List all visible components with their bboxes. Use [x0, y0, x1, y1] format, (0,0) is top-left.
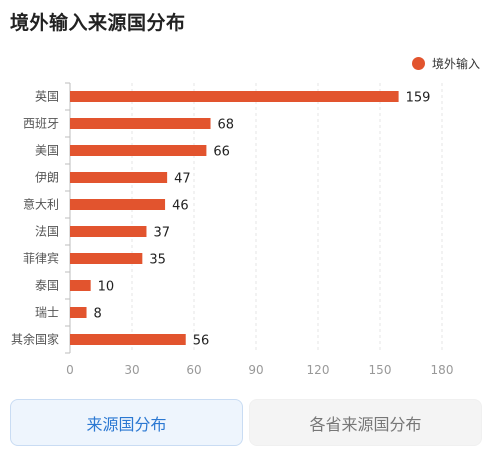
bar — [70, 226, 147, 237]
bar — [70, 280, 91, 291]
bar — [70, 145, 207, 156]
data-label: 159 — [406, 91, 431, 106]
bar — [70, 199, 166, 210]
x-tick-label: 150 — [369, 363, 392, 377]
data-label: 56 — [193, 334, 210, 349]
bar — [70, 118, 211, 129]
bar — [70, 307, 87, 318]
category-label: 美国 — [35, 144, 59, 158]
data-label: 10 — [98, 280, 115, 295]
data-label: 35 — [149, 253, 166, 268]
x-tick-label: 90 — [248, 363, 263, 377]
bar — [70, 172, 168, 183]
category-label: 泰国 — [35, 279, 59, 293]
data-label: 68 — [218, 118, 235, 133]
bar-chart: 0 30 60 90 120 150 180 英国 159 西班牙 68 美国 66 伊朗 47 意大利 46 法… — [11, 82, 454, 377]
bar — [70, 91, 399, 102]
x-tick-label: 120 — [307, 363, 330, 377]
tab-bar: 来源国分布 各省来源国分布 — [10, 399, 482, 448]
category-label: 瑞士 — [35, 306, 59, 320]
tab-province-origin[interactable]: 各省来源国分布 — [249, 399, 482, 446]
category-label: 伊朗 — [35, 171, 59, 185]
chart-legend: 境外输入 — [411, 55, 480, 72]
x-tick-label: 30 — [124, 363, 139, 377]
category-label: 菲律宾 — [23, 251, 59, 266]
category-label: 意大利 — [23, 197, 59, 212]
data-label: 47 — [174, 172, 191, 187]
x-tick-label: 0 — [66, 363, 74, 377]
category-label: 其余国家 — [11, 332, 59, 347]
category-label: 西班牙 — [23, 117, 59, 131]
data-label: 46 — [172, 199, 189, 214]
bar — [70, 334, 186, 345]
tab-origin-country[interactable]: 来源国分布 — [10, 399, 243, 446]
data-label: 66 — [213, 145, 230, 160]
category-label: 法国 — [35, 225, 59, 239]
data-label: 8 — [94, 307, 102, 322]
legend-label: 境外输入 — [431, 57, 480, 71]
x-tick-label: 180 — [431, 363, 454, 377]
category-label: 英国 — [35, 90, 59, 104]
chart-title: 境外输入来源国分布 — [10, 12, 186, 34]
x-tick-label: 60 — [186, 363, 201, 377]
data-label: 37 — [153, 226, 170, 241]
legend-swatch-icon — [411, 57, 425, 70]
bar — [70, 253, 143, 264]
